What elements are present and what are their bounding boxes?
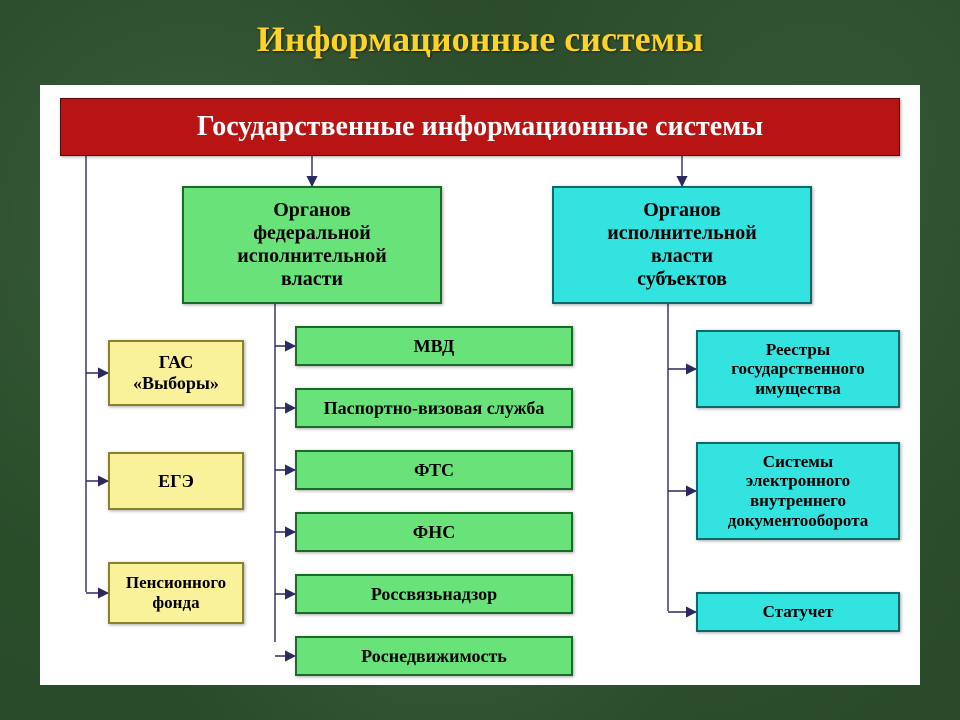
left-child-2: Пенсионногофонда [108,562,244,624]
child-subjects-0: Реестрыгосударственногоимущества [696,330,900,408]
diagram-stage: Информационные системы Государственные и… [0,0,960,720]
child-federal-5: Роснедвижимость [295,636,573,676]
branch-header-subjects: Органовисполнительнойвластисубъектов [552,186,812,304]
root-box: Государственные информационные системы [60,98,900,156]
child-federal-1: Паспортно-визовая служба [295,388,573,428]
child-subjects-2: Статучет [696,592,900,632]
left-child-1: ЕГЭ [108,452,244,510]
branch-header-federal: Органовфедеральнойисполнительнойвласти [182,186,442,304]
child-federal-0: МВД [295,326,573,366]
child-subjects-1: Системыэлектронноговнутреннегодокументоо… [696,442,900,540]
child-federal-2: ФТС [295,450,573,490]
left-child-0: ГАС«Выборы» [108,340,244,406]
slide-title: Информационные системы [0,18,960,60]
child-federal-4: Россвязьнадзор [295,574,573,614]
child-federal-3: ФНС [295,512,573,552]
